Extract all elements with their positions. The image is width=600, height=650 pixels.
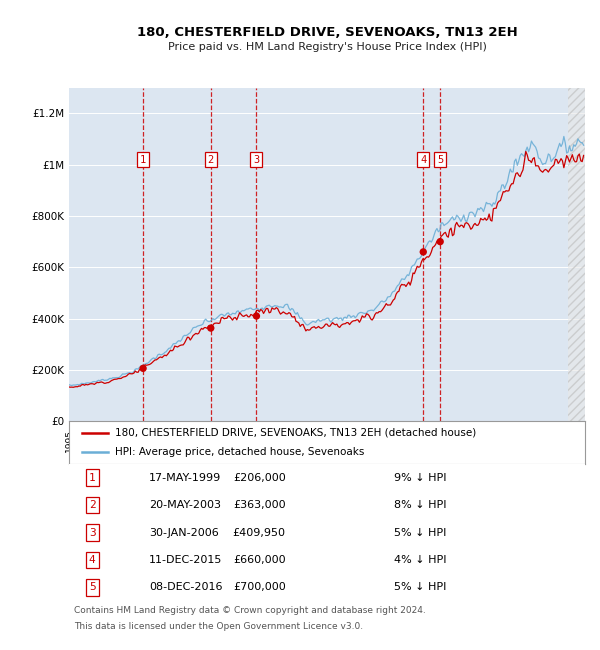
Text: 2: 2 (89, 500, 95, 510)
Point (251, 311, 261, 321)
Text: HPI: Average price, detached house, Sevenoaks: HPI: Average price, detached house, Seve… (115, 447, 365, 458)
Text: 17-MAY-1999: 17-MAY-1999 (149, 473, 221, 483)
Text: 08-DEC-2016: 08-DEC-2016 (149, 582, 223, 592)
Point (418, 247, 428, 257)
Text: 5: 5 (89, 582, 95, 592)
Text: 9% ↓ HPI: 9% ↓ HPI (394, 473, 446, 483)
Point (436, 237, 445, 247)
Text: Contains HM Land Registry data © Crown copyright and database right 2024.: Contains HM Land Registry data © Crown c… (74, 606, 426, 615)
Text: £700,000: £700,000 (233, 582, 286, 592)
Text: 3: 3 (253, 155, 260, 164)
Text: 4: 4 (420, 155, 427, 164)
Point (206, 323, 215, 333)
Text: 5% ↓ HPI: 5% ↓ HPI (394, 528, 446, 538)
Text: 3: 3 (89, 528, 95, 538)
Text: 11-DEC-2015: 11-DEC-2015 (149, 555, 223, 565)
Text: 30-JAN-2006: 30-JAN-2006 (149, 528, 219, 538)
Text: This data is licensed under the Open Government Licence v3.0.: This data is licensed under the Open Gov… (74, 622, 363, 631)
Text: 4: 4 (89, 555, 95, 565)
Text: 5% ↓ HPI: 5% ↓ HPI (394, 582, 446, 592)
Text: 180, CHESTERFIELD DRIVE, SEVENOAKS, TN13 2EH (detached house): 180, CHESTERFIELD DRIVE, SEVENOAKS, TN13… (115, 428, 476, 437)
Text: 180, CHESTERFIELD DRIVE, SEVENOAKS, TN13 2EH: 180, CHESTERFIELD DRIVE, SEVENOAKS, TN13… (137, 26, 517, 39)
Text: £206,000: £206,000 (233, 473, 286, 483)
Text: 8% ↓ HPI: 8% ↓ HPI (394, 500, 446, 510)
Text: £409,950: £409,950 (233, 528, 286, 538)
Point (139, 363, 148, 374)
Text: 4% ↓ HPI: 4% ↓ HPI (394, 555, 446, 565)
Text: 2: 2 (208, 155, 214, 164)
Text: 5: 5 (437, 155, 443, 164)
Text: £660,000: £660,000 (233, 555, 286, 565)
Text: 20-MAY-2003: 20-MAY-2003 (149, 500, 221, 510)
Text: Price paid vs. HM Land Registry's House Price Index (HPI): Price paid vs. HM Land Registry's House … (167, 42, 487, 52)
Text: 1: 1 (140, 155, 146, 164)
Text: 1: 1 (89, 473, 95, 483)
Text: £363,000: £363,000 (233, 500, 286, 510)
